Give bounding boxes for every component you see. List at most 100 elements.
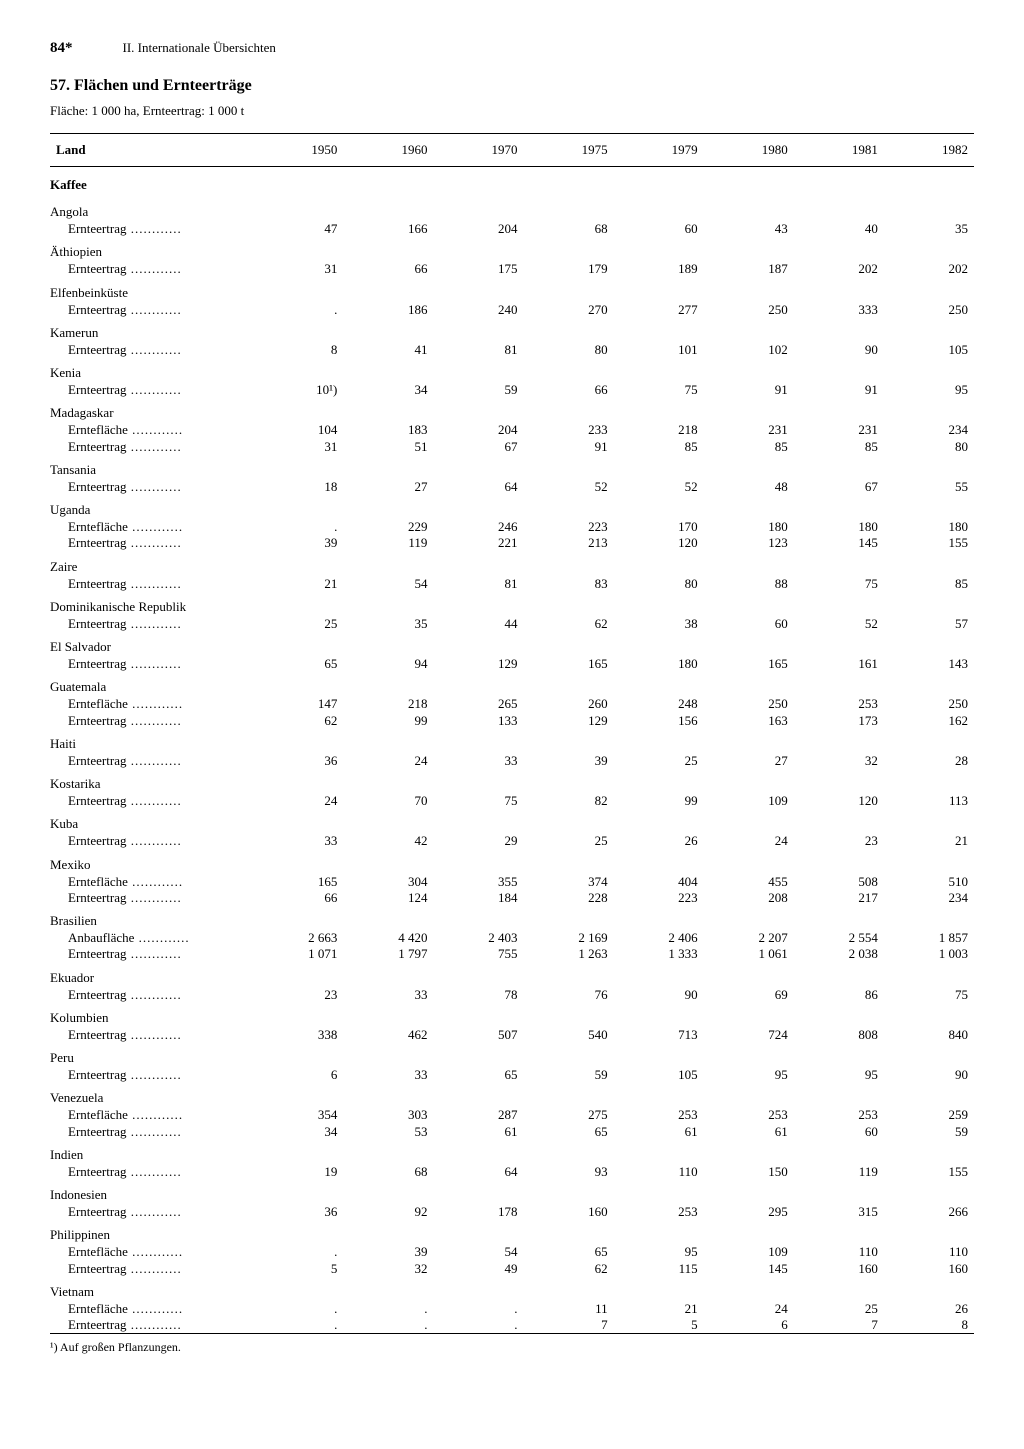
- country-name: Kostarika: [50, 769, 974, 793]
- table-cell: 265: [433, 696, 523, 712]
- country-name: Äthiopien: [50, 237, 974, 261]
- table-cell: 161: [794, 656, 884, 672]
- table-cell: 39: [253, 535, 343, 551]
- table-cell: 105: [614, 1067, 704, 1083]
- table-cell: 61: [433, 1124, 523, 1140]
- table-cell: .: [433, 1317, 523, 1334]
- column-header-year: 1982: [884, 134, 974, 167]
- metric-label: Ernteertrag: [50, 1317, 253, 1334]
- table-cell: 1 797: [343, 946, 433, 962]
- metric-label: Erntefläche: [50, 1107, 253, 1123]
- table-cell: 253: [794, 696, 884, 712]
- table-cell: 65: [524, 1124, 614, 1140]
- table-cell: 80: [614, 576, 704, 592]
- table-cell: 34: [253, 1124, 343, 1140]
- table-cell: 510: [884, 874, 974, 890]
- country-name: Kuba: [50, 809, 974, 833]
- table-cell: 1 857: [884, 930, 974, 946]
- table-cell: 1 263: [524, 946, 614, 962]
- table-cell: 33: [343, 987, 433, 1003]
- table-cell: 143: [884, 656, 974, 672]
- table-cell: 59: [524, 1067, 614, 1083]
- table-cell: 85: [704, 439, 794, 455]
- table-cell: 28: [884, 753, 974, 769]
- table-cell: 124: [343, 890, 433, 906]
- column-header-year: 1980: [704, 134, 794, 167]
- metric-label: Ernteertrag: [50, 793, 253, 809]
- table-cell: 91: [704, 382, 794, 398]
- table-cell: 250: [884, 302, 974, 318]
- table-cell: 75: [433, 793, 523, 809]
- table-cell: 166: [343, 221, 433, 237]
- table-cell: 374: [524, 874, 614, 890]
- table-cell: 102: [704, 342, 794, 358]
- column-header-land: Land: [50, 134, 253, 167]
- table-cell: 2 554: [794, 930, 884, 946]
- table-cell: 163: [704, 713, 794, 729]
- table-cell: 120: [614, 535, 704, 551]
- table-cell: 68: [343, 1164, 433, 1180]
- table-cell: 170: [614, 519, 704, 535]
- metric-label: Ernteertrag: [50, 576, 253, 592]
- metric-label: Ernteertrag: [50, 713, 253, 729]
- table-cell: 223: [524, 519, 614, 535]
- table-cell: 180: [794, 519, 884, 535]
- table-cell: 24: [704, 1301, 794, 1317]
- table-cell: 175: [433, 261, 523, 277]
- table-cell: 150: [704, 1164, 794, 1180]
- metric-label: Ernteertrag: [50, 987, 253, 1003]
- table-cell: 61: [614, 1124, 704, 1140]
- metric-label: Ernteertrag: [50, 1204, 253, 1220]
- table-cell: 160: [794, 1261, 884, 1277]
- table-cell: 462: [343, 1027, 433, 1043]
- column-header-year: 1979: [614, 134, 704, 167]
- table-cell: 129: [524, 713, 614, 729]
- table-cell: 25: [794, 1301, 884, 1317]
- metric-label: Erntefläche: [50, 696, 253, 712]
- table-cell: 165: [253, 874, 343, 890]
- table-cell: 218: [614, 422, 704, 438]
- metric-label: Ernteertrag: [50, 1027, 253, 1043]
- table-cell: 36: [253, 753, 343, 769]
- table-cell: 156: [614, 713, 704, 729]
- table-cell: 233: [524, 422, 614, 438]
- table-cell: 266: [884, 1204, 974, 1220]
- table-cell: 110: [614, 1164, 704, 1180]
- table-cell: 4 420: [343, 930, 433, 946]
- country-name: Mexiko: [50, 850, 974, 874]
- table-cell: 80: [524, 342, 614, 358]
- table-cell: 85: [884, 576, 974, 592]
- table-cell: 32: [794, 753, 884, 769]
- table-cell: 123: [704, 535, 794, 551]
- table-cell: 315: [794, 1204, 884, 1220]
- country-name: Elfenbeinküste: [50, 278, 974, 302]
- table-cell: 270: [524, 302, 614, 318]
- table-cell: 173: [794, 713, 884, 729]
- table-cell: 113: [884, 793, 974, 809]
- table-cell: 32: [343, 1261, 433, 1277]
- table-cell: 75: [884, 987, 974, 1003]
- table-cell: 92: [343, 1204, 433, 1220]
- table-cell: 26: [884, 1301, 974, 1317]
- table-cell: 840: [884, 1027, 974, 1043]
- table-cell: 65: [253, 656, 343, 672]
- table-cell: 404: [614, 874, 704, 890]
- table-cell: 287: [433, 1107, 523, 1123]
- table-cell: 25: [614, 753, 704, 769]
- table-cell: 94: [343, 656, 433, 672]
- table-cell: 155: [884, 1164, 974, 1180]
- table-cell: 49: [433, 1261, 523, 1277]
- table-cell: 25: [253, 616, 343, 632]
- table-cell: 68: [524, 221, 614, 237]
- table-cell: 1 071: [253, 946, 343, 962]
- metric-label: Ernteertrag: [50, 382, 253, 398]
- table-cell: 250: [704, 696, 794, 712]
- table-cell: 231: [794, 422, 884, 438]
- table-cell: 253: [704, 1107, 794, 1123]
- table-cell: 7: [794, 1317, 884, 1334]
- table-cell: 508: [794, 874, 884, 890]
- table-cell: 25: [524, 833, 614, 849]
- table-cell: 260: [524, 696, 614, 712]
- table-cell: 231: [704, 422, 794, 438]
- table-cell: 180: [614, 656, 704, 672]
